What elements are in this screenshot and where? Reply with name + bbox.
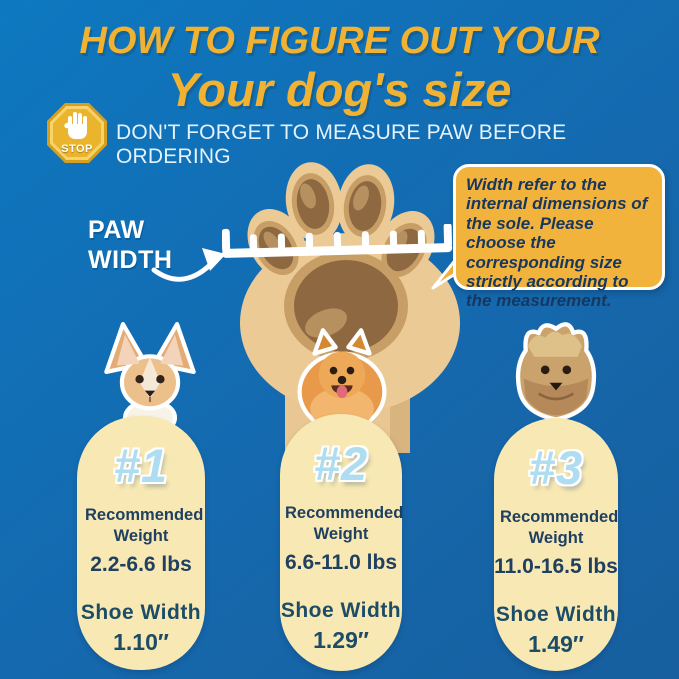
measurement-tooltip: Width refer to the internal dimensions o… [453, 164, 665, 310]
weight-value: 2.2-6.6 lbs [90, 553, 192, 577]
yorkshire-terrier-image [515, 322, 597, 422]
weight-value: 11.0-16.5 lbs [494, 555, 618, 579]
paw-width-label: PAW WIDTH [88, 216, 173, 274]
size-number: #2 [313, 437, 369, 490]
shoe-width-value: 1.10″ [113, 629, 169, 656]
shoe-width-label: Shoe Width [80, 601, 202, 625]
recommended-weight-label: Recommended Weight [500, 508, 619, 547]
shoe-width-label: Shoe Width [280, 599, 402, 623]
recommended-weight-label: Recommended Weight [85, 506, 204, 545]
size-number: #1 [113, 439, 169, 492]
arrow-icon [151, 248, 226, 282]
shoe-width-value: 1.49″ [528, 631, 584, 658]
weight-value: 6.6-11.0 lbs [284, 551, 398, 575]
notice-text: DON'T FORGET TO MEASURE PAW BEFORE ORDER… [116, 121, 567, 168]
size-card-1: #1 Recommended Weight 2.2-6.6 lbs Shoe W… [77, 416, 205, 670]
paw-toe-pads [253, 173, 427, 278]
stop-sign: STOP [47, 103, 107, 163]
hand-icon [64, 112, 87, 139]
size-card-2: #2 Recommended Weight 6.6-11.0 lbs Shoe … [280, 414, 404, 671]
size-card-3: #3 Recommended Weight 11.0-16.5 lbs Shoe… [494, 418, 618, 671]
recommended-weight-label: Recommended Weight [285, 504, 404, 543]
ruler-icon [222, 224, 453, 258]
paw-central-pad [284, 251, 408, 361]
stop-label: STOP [61, 143, 93, 155]
size-number: #3 [528, 441, 584, 494]
page-subtitle: Your dog's size [167, 63, 512, 116]
shoe-width-value: 1.29″ [313, 627, 369, 654]
page-title: HOW TO FIGURE OUT YOUR [79, 20, 600, 62]
chihuahua-image [104, 322, 196, 426]
tooltip-text: Width refer to the internal dimensions o… [466, 175, 648, 311]
pomeranian-image [297, 328, 387, 432]
shoe-width-label: Shoe Width [495, 603, 617, 627]
